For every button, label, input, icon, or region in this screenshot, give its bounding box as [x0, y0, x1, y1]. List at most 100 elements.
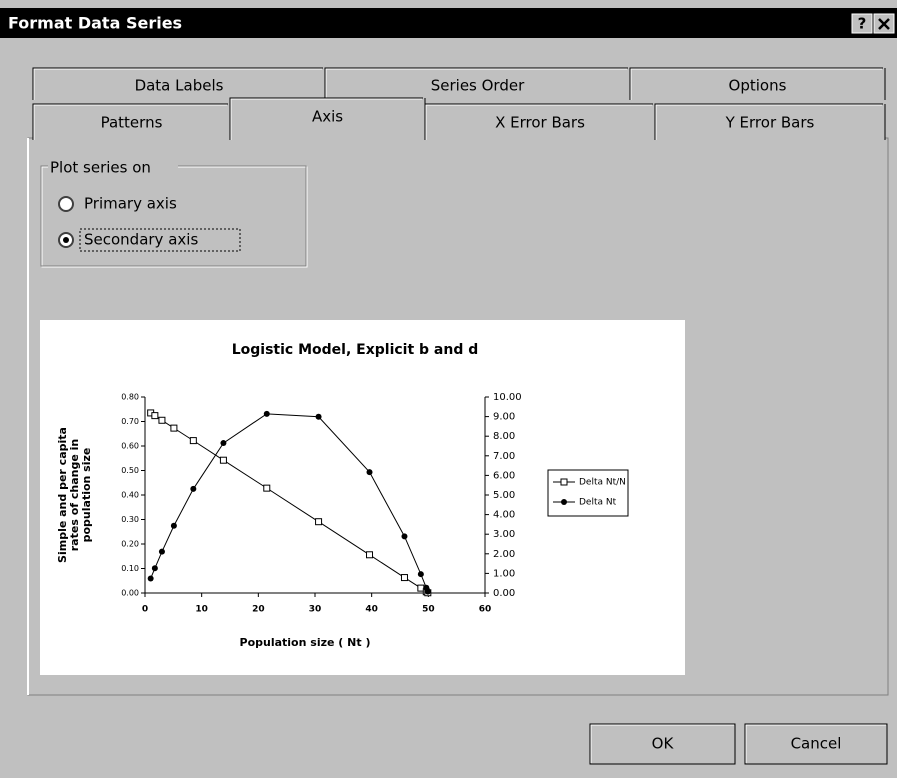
y2-tick-label: 10.00	[493, 392, 522, 403]
y-tick-label: 0.60	[121, 442, 139, 451]
y2-tick-label: 5.00	[493, 490, 515, 501]
legend-label: Delta Nt/N	[579, 478, 626, 488]
square-marker	[263, 484, 271, 492]
x-tick-label: 60	[479, 605, 492, 615]
dot-marker	[158, 548, 165, 555]
square-marker	[315, 518, 323, 526]
tab-label[interactable]: X Error Bars	[495, 114, 585, 132]
tab[interactable]	[629, 67, 886, 100]
tab-face[interactable]	[230, 98, 425, 140]
help-button[interactable]: ?	[851, 13, 873, 34]
y-tick-label: 0.70	[121, 417, 139, 426]
close-button[interactable]	[873, 13, 895, 34]
dot-marker	[220, 440, 227, 447]
y2-tick-label: 3.00	[493, 529, 515, 540]
y2-tick-label: 1.00	[493, 568, 515, 579]
legend-label: Delta Nt	[579, 498, 617, 508]
dot-marker	[147, 575, 154, 582]
y-tick-label: 0.30	[121, 515, 139, 524]
tab-face[interactable]	[655, 104, 885, 140]
y-tick-label: 0.10	[121, 564, 139, 573]
close-icon[interactable]	[878, 18, 890, 30]
y2-tick-label: 7.00	[493, 451, 515, 462]
tab-edge[interactable]	[230, 98, 422, 140]
button-face[interactable]	[589, 723, 736, 765]
dot-marker	[151, 565, 158, 572]
x-tick-label: 0	[142, 605, 148, 615]
legend-box	[547, 469, 629, 517]
radio-dot[interactable]	[63, 237, 69, 243]
square-marker	[170, 424, 178, 432]
dot-marker	[263, 410, 270, 417]
tab-label[interactable]: Y Error Bars	[725, 114, 815, 132]
y-axis-label: Simple and per capita	[56, 427, 69, 563]
button-highlight[interactable]	[590, 724, 734, 763]
tab-edge[interactable]	[630, 68, 882, 100]
y2-tick-label: 9.00	[493, 412, 515, 423]
dot-marker	[561, 499, 567, 505]
square-marker	[366, 551, 374, 559]
dot-marker	[424, 588, 431, 595]
chart: Simple and per capita rates of change in p…	[56, 392, 629, 615]
y2-tick-label: 6.00	[493, 470, 515, 481]
y-axis-label: population size	[80, 448, 93, 543]
title-bar	[0, 8, 897, 38]
square-marker	[189, 437, 197, 445]
tab-face[interactable]	[33, 104, 230, 140]
y2-tick-label: 4.00	[493, 510, 515, 521]
tab-face[interactable]	[425, 104, 655, 140]
dialog-title: Format Data Series	[8, 14, 182, 33]
x-tick-label: 10	[195, 605, 208, 615]
y-tick-label: 0.20	[121, 540, 139, 549]
group-label-bg	[48, 158, 178, 176]
tab-edge[interactable]	[33, 68, 322, 100]
focus-rect	[79, 228, 241, 252]
y-tick-label: 0.50	[121, 466, 139, 475]
square-marker	[560, 478, 568, 486]
button-label[interactable]: OK	[652, 735, 675, 753]
dot-marker	[366, 469, 373, 476]
y2-tick-label: 0.00	[493, 588, 515, 599]
dot-marker	[190, 485, 197, 492]
radio-group: Primary axis Secondary axis	[58, 195, 241, 252]
radio-label[interactable]: Primary axis	[84, 195, 177, 213]
tab-label[interactable]: Options	[729, 77, 787, 95]
tab-edge[interactable]	[325, 68, 627, 100]
button-label[interactable]: Cancel	[791, 735, 842, 753]
dot-marker	[170, 522, 177, 529]
tabs: Data Labels Series Order Options Patterns Ax…	[32, 67, 886, 140]
y-tick-label: 0.40	[121, 491, 139, 500]
square-marker	[151, 412, 159, 420]
dot-marker	[401, 533, 408, 540]
y2-tick-label: 8.00	[493, 431, 515, 442]
radio-label[interactable]: Secondary axis	[84, 231, 198, 249]
x-axis-label: Population size ( Nt )	[240, 636, 371, 649]
tab-label[interactable]: Data Labels	[135, 77, 224, 95]
buttons: OK Cancel	[589, 723, 888, 765]
tab-edge[interactable]	[425, 104, 652, 140]
square-marker	[400, 574, 408, 582]
x-tick-label: 50	[422, 605, 435, 615]
tab-label[interactable]: Axis	[312, 108, 343, 126]
tab-label[interactable]: Patterns	[101, 114, 163, 132]
x-tick-label: 20	[252, 605, 265, 615]
square-marker	[158, 416, 166, 424]
help-button-face[interactable]	[851, 13, 873, 34]
tab-edge[interactable]	[655, 104, 882, 140]
tab-label[interactable]: Series Order	[431, 77, 525, 95]
button-face[interactable]	[744, 723, 888, 765]
y2-tick-label: 2.00	[493, 549, 515, 560]
tab[interactable]	[654, 103, 886, 140]
tab-edge[interactable]	[33, 104, 227, 140]
y-tick-label: 0.80	[121, 393, 139, 402]
button-highlight[interactable]	[745, 724, 886, 763]
y-axis-label: rates of change in	[68, 439, 81, 552]
x-tick-label: 30	[309, 605, 322, 615]
group-label: Plot series on	[50, 159, 151, 177]
chart-title: Logistic Model, Explicit b and d	[232, 342, 479, 358]
dot-marker	[417, 571, 424, 578]
help-button-label[interactable]: ?	[858, 15, 867, 33]
square-marker	[219, 456, 227, 464]
radio-button[interactable]	[58, 196, 74, 212]
